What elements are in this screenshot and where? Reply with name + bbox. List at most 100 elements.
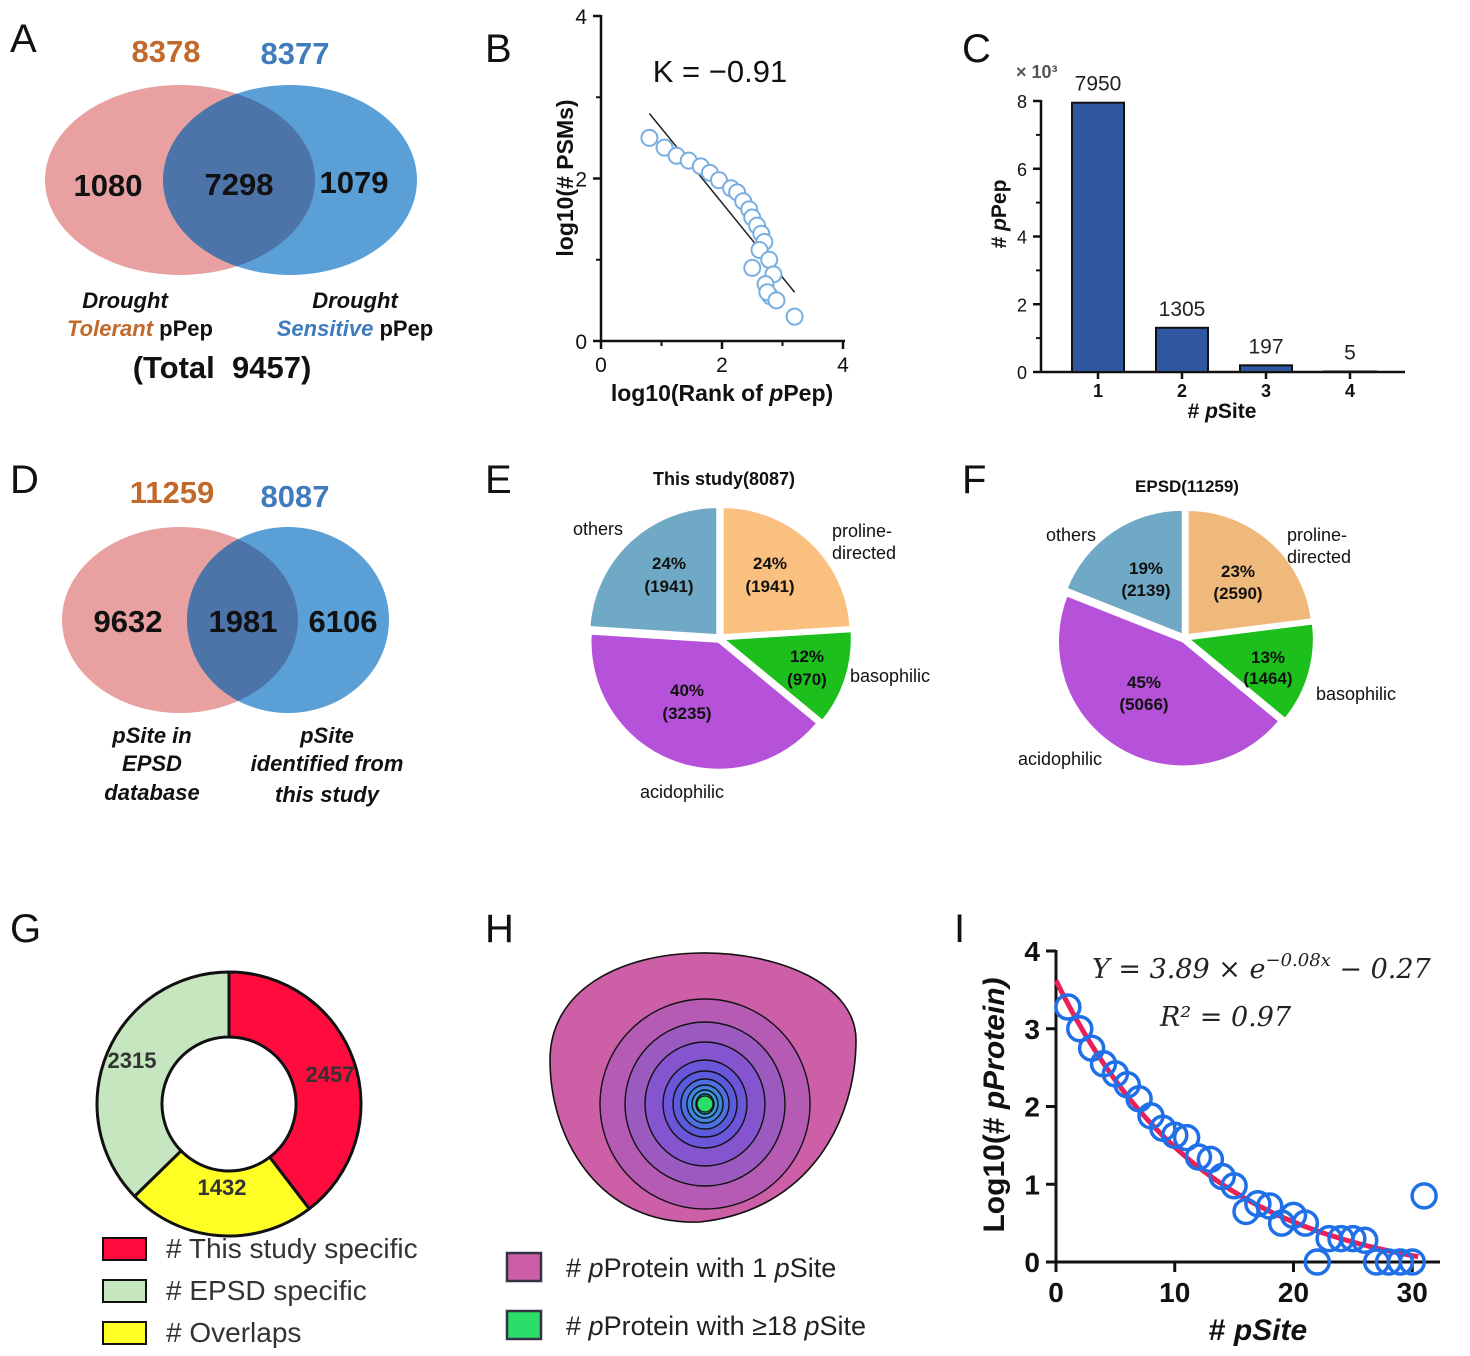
chart-c-ytick-label: 8 <box>1017 92 1027 112</box>
chart-i-point <box>1339 1224 1367 1253</box>
venn-a-right-total: 8377 <box>261 36 330 71</box>
venn-a-total: (Total 9457) <box>133 350 312 385</box>
chart-f-pct-others: 19% <box>1129 559 1163 578</box>
legend-g-swatch-epsd <box>102 1279 147 1303</box>
venn-d-left-total: 11259 <box>130 475 215 510</box>
chart-i-point <box>1172 1123 1201 1152</box>
venn-d-overlap <box>187 527 298 713</box>
venn-d-right-label-line3: this study <box>275 782 381 807</box>
chart-c-bar-label: 197 <box>1248 335 1283 358</box>
venn-a-right-label-line1: Drought <box>312 288 399 313</box>
chart-e-label-acidophilic: acidophilic <box>640 782 724 802</box>
chart-c-ylabel: # pPep <box>988 180 1011 249</box>
panel-label-d: D <box>10 458 39 502</box>
chart-f-label-proline-2: directed <box>1287 547 1351 567</box>
legend-g-epsd: # EPSD specific <box>166 1275 367 1306</box>
chart-i-point <box>1386 1248 1415 1276</box>
chart-b-ytick-label: 0 <box>575 331 587 354</box>
chart-i-r2: R² = 0.97 <box>1159 1002 1292 1033</box>
donut-label-epsd: 2315 <box>108 1048 157 1073</box>
chart-f-label-others: others <box>1046 525 1096 545</box>
chart-c-xtick-label: 4 <box>1345 381 1355 401</box>
venn-a-overlap <box>163 85 315 275</box>
venn-a-right-label-line2: Sensitive pPep <box>277 316 434 341</box>
chart-e-title: This study(8087) <box>653 469 795 489</box>
venn-d-right-label-line1: pSite <box>299 723 354 748</box>
chart-c-ytick-label: 0 <box>1017 363 1027 383</box>
chart-e-count-others: (1941) <box>644 577 693 596</box>
chart-i-point <box>1054 993 1082 1021</box>
chart-b-xtick-label: 2 <box>716 354 728 377</box>
chart-c-ytick-label: 2 <box>1017 295 1027 315</box>
chart-i-point <box>1184 1143 1213 1171</box>
chart-b-point <box>743 258 762 277</box>
donut-label-overlaps: 1432 <box>198 1175 247 1200</box>
venn-d-left-label-line1: pSite in <box>111 723 191 748</box>
chart-i-xtick-label: 0 <box>1048 1277 1064 1308</box>
panel-c: C × 10³ # pPep # pSite 0 2 4 6 8 1 2 3 4 7950 130… <box>962 27 1405 423</box>
panel-label-e: E <box>485 458 512 502</box>
chart-i-point <box>1303 1248 1331 1276</box>
panel-f: F EPSD(11259) proline- directed basophil… <box>962 458 1396 769</box>
chart-c-bar-label: 7950 <box>1075 73 1122 96</box>
chart-c-scale-label: × 10³ <box>1016 62 1058 82</box>
chart-b-annotation: K = −0.91 <box>653 54 787 89</box>
chart-i-ytick-label: 1 <box>1024 1169 1040 1200</box>
panel-i: I 0 10 20 30 0 1 2 3 4 Log10(# pProtein) # pSite… <box>954 907 1440 1347</box>
venn-a-left-only: 1080 <box>74 168 143 203</box>
chart-f-label-proline-1: proline- <box>1287 525 1347 545</box>
legend-g-swatch-this-study <box>102 1237 147 1261</box>
chart-i-point <box>1291 1209 1320 1237</box>
venn-a-right-only: 1079 <box>320 165 389 200</box>
venn-d-left-label-line3: database <box>104 780 199 805</box>
donut-slice-overlaps <box>132 1148 312 1238</box>
chart-i-point <box>1351 1226 1379 1254</box>
chart-e-slice-proline-directed <box>721 506 852 637</box>
panel-label-g: G <box>10 907 41 951</box>
legend-g-swatch-overlaps <box>102 1321 147 1345</box>
chart-e-pct-others: 24% <box>652 554 686 573</box>
chart-c-ytick-label: 6 <box>1017 160 1027 180</box>
chart-b-point <box>767 291 786 310</box>
panel-h: H # pProtein with 1 pSite # pProtein wit… <box>485 907 866 1341</box>
chart-i-ytick-label: 4 <box>1024 936 1040 967</box>
chart-b-point <box>785 307 804 326</box>
chart-i-equation: Y = 3.89 × e−0.08x − 0.27 <box>1092 950 1432 985</box>
chart-c-bar <box>1071 101 1125 373</box>
legend-g-overlaps: # Overlaps <box>166 1317 301 1348</box>
chart-f-label-acidophilic: acidophilic <box>1018 749 1102 769</box>
venn-a-left-label-line2: Tolerant pPep <box>67 316 213 341</box>
venn-a-left-label-line1: Drought <box>82 288 169 313</box>
chart-i-xtick-label: 10 <box>1159 1277 1190 1308</box>
chart-e-label-basophilic: basophilic <box>850 666 930 686</box>
chart-i-ylabel: Log10(# pProtein) <box>978 977 1011 1232</box>
panel-g: G 2457 1432 2315 # This study specific #… <box>10 907 418 1348</box>
chart-c-xtick-label: 2 <box>1177 381 1187 401</box>
chart-c-bar <box>1155 326 1209 373</box>
venn-d-left-only: 9632 <box>94 604 163 639</box>
chart-c-xtick-label: 1 <box>1093 381 1103 401</box>
legend-h-swatch-2 <box>505 1309 543 1341</box>
venn-d-right-label-line2: identified from <box>251 751 404 776</box>
chart-b-point <box>760 250 779 269</box>
chart-e-slice-basophilic <box>721 630 853 723</box>
chart-f-title: EPSD(11259) <box>1135 477 1239 496</box>
chart-b-ylabel: log10(# PSMs) <box>552 99 578 256</box>
chart-f-pct-acidophilic: 45% <box>1127 673 1161 692</box>
panel-b: B 00 2 2 4 4 K = −0.91 log10(# PSMs) log10(R… <box>485 6 849 406</box>
chart-i-xtick-label: 20 <box>1278 1277 1309 1308</box>
chart-f-slice-basophilic <box>1186 622 1315 721</box>
panel-a: A 8378 8377 1080 7298 1079 Drought Toler… <box>10 17 433 385</box>
donut-label-this-study: 2457 <box>306 1062 355 1087</box>
panel-d: D 11259 8087 9632 1981 6106 pSite in EPS… <box>10 458 403 807</box>
chart-f-count-acidophilic: (5066) <box>1119 695 1168 714</box>
chart-i-ytick-label: 2 <box>1024 1092 1040 1123</box>
chart-e-slice-others <box>588 506 719 637</box>
panel-label-b: B <box>485 27 512 71</box>
chart-b-xtick-label: 4 <box>837 354 849 377</box>
chart-e-label-proline-1: proline- <box>832 521 892 541</box>
chart-f-slice-acidophilic <box>1056 594 1281 768</box>
chart-e-slice-acidophilic <box>589 632 819 771</box>
chart-f-count-basophilic: (1464) <box>1243 669 1292 688</box>
chart-f-count-proline: (2590) <box>1213 584 1262 603</box>
